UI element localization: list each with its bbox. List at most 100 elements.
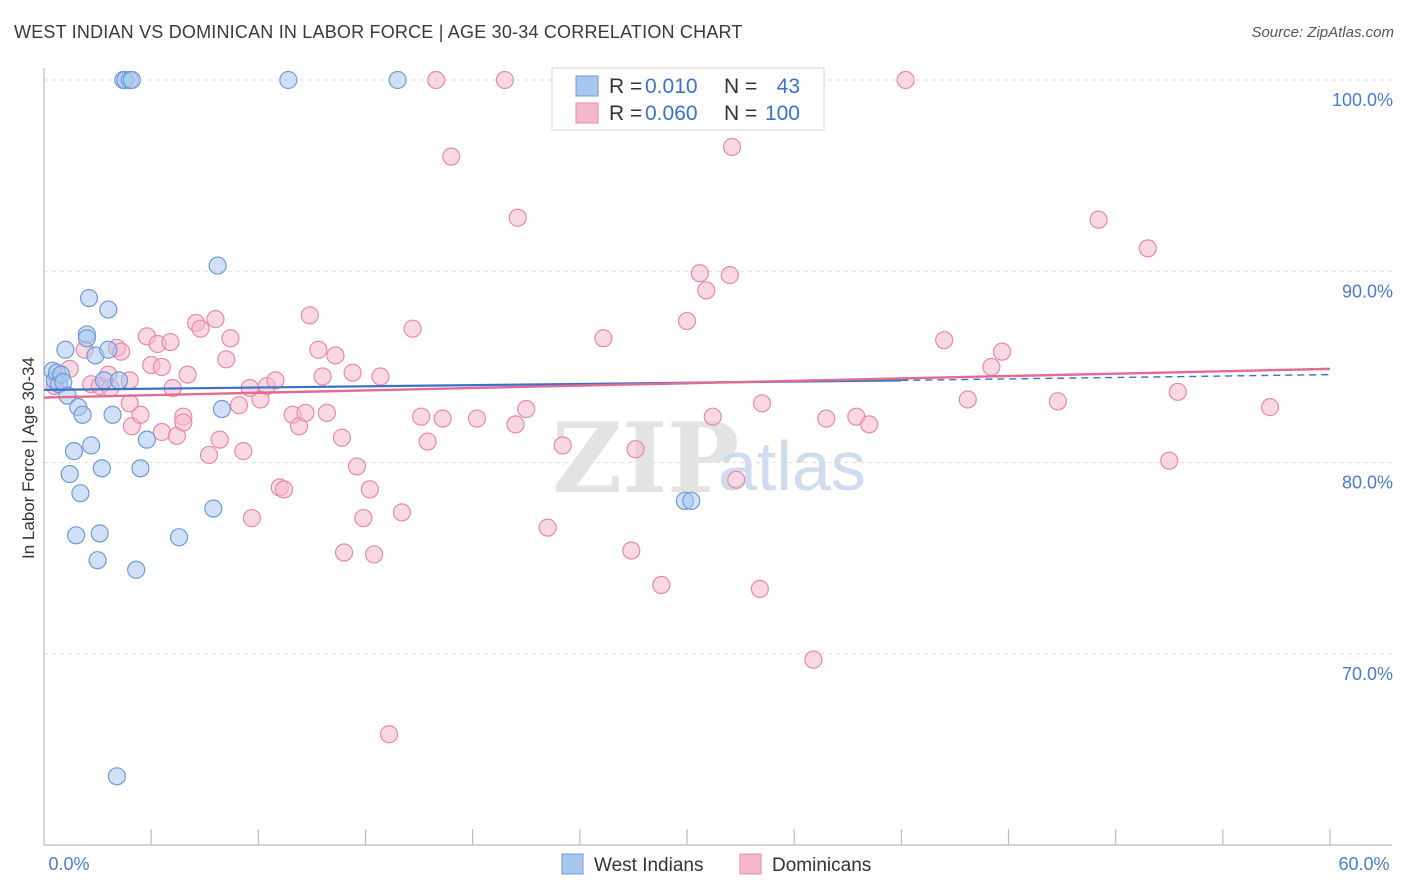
dominican-point [217,350,236,369]
dominican-point [720,266,739,285]
legend-n-label-1: N = [724,75,757,98]
dominican-point [210,430,229,449]
dominican-point [379,725,399,744]
dominican-point [896,70,915,90]
west-indian-point [127,560,146,579]
dominican-point [442,147,461,166]
dominican-point [697,281,716,300]
dominican-point [553,436,572,455]
dominican-point [538,518,557,537]
dominican-point [860,415,879,434]
dominican-point [354,508,373,528]
dominican-point [1160,451,1179,470]
x-ticks [150,829,1331,845]
legend-swatch-west-indians [575,75,599,97]
dominican-point [274,480,294,499]
west-indian-point [90,524,109,543]
west-indian-point [64,442,84,461]
grid-lines [44,79,1392,655]
dominican-point [982,357,1001,377]
y-axis-label: In Labor Force | Age 30-34 [19,357,38,559]
dominican-point [371,367,390,386]
y-tick-label: 80.0% [1342,473,1393,493]
dominican-point [317,403,337,422]
west-indian-point [71,484,90,503]
legend-r-value-1: 0.010 [645,75,698,98]
series-legend: West Indians Dominicans [561,853,871,876]
chart-title: WEST INDIAN VS DOMINICAN IN LABOR FORCE … [14,22,743,42]
dominican-point [1089,210,1108,229]
bottom-legend-swatch-dominicans [739,853,762,875]
west-indian-point [99,340,118,359]
dominican-point [1168,382,1187,401]
legend-r-value-2: 0.060 [645,102,698,125]
dominican-point [161,332,180,352]
west-indian-point [99,300,118,319]
dominican-point [206,310,225,329]
dominican-point [594,329,613,348]
x-tick-label-max: 60.0% [1338,854,1389,874]
west-indian-point [92,459,111,478]
legend-swatch-dominicans [575,102,599,124]
west-indian-point [279,70,298,90]
axes [43,68,1392,846]
dominican-point [152,357,171,377]
dominicans-trend-line [43,367,1331,399]
dominican-point [313,367,332,386]
y-tick-labels: 70.0% 80.0% 90.0% 100.0% [1332,90,1393,684]
legend-n-value-2: 100 [765,102,800,125]
west-indian-point [88,551,107,570]
dominican-point [242,508,262,528]
dominican-point [1138,239,1157,258]
dominican-point [332,428,352,447]
west-indian-point [169,528,189,547]
dominican-point [804,650,823,669]
dominican-point [199,445,219,465]
west-indian-point [131,459,150,478]
west-indian-point [204,499,223,518]
west-indian-point [56,340,75,359]
dominican-point [495,70,514,90]
dominican-point [703,407,722,426]
bottom-legend-swatch-west-indians [561,853,584,875]
dominican-point [191,319,210,338]
dominican-point [347,457,367,476]
dominican-point [300,306,319,325]
dominicans-points [45,70,1280,744]
dominican-point [508,208,527,227]
dominican-point [234,442,253,461]
west-indian-point [73,405,92,424]
dominican-point [392,503,412,522]
dominican-point [652,575,671,595]
dominican-point [690,264,709,283]
dominican-point [752,394,772,413]
legend-n-value-1: 43 [777,75,800,98]
dominican-point [817,409,836,428]
west-indians-points [43,70,701,786]
dominican-point [722,137,742,157]
west-indian-point [103,405,122,424]
dominican-point [296,403,315,422]
dominican-point [152,422,171,442]
dominican-point [343,363,362,382]
dominican-point [326,346,345,365]
dominican-point [517,399,536,419]
dominican-point [506,415,525,434]
west-indian-point [388,70,407,90]
west-indian-point [682,491,701,510]
bottom-legend-dominicans: Dominicans [772,855,871,876]
source-label: Source: ZipAtlas.com [1251,24,1394,41]
dominican-point [266,371,285,390]
dominican-point [992,342,1012,361]
bottom-legend-west-indians: West Indians [594,855,703,876]
correlation-legend: R = 0.010 N = 43 R = 0.060 N = 100 [551,67,825,131]
dominican-point [750,579,769,598]
dominican-point [935,331,954,350]
west-indian-point [208,256,227,275]
west-indian-point [109,371,129,390]
y-tick-label: 70.0% [1342,664,1393,684]
legend-r-label-1: R = [609,75,642,98]
dominican-point [131,405,150,424]
legend-n-label-2: N = [724,102,757,125]
